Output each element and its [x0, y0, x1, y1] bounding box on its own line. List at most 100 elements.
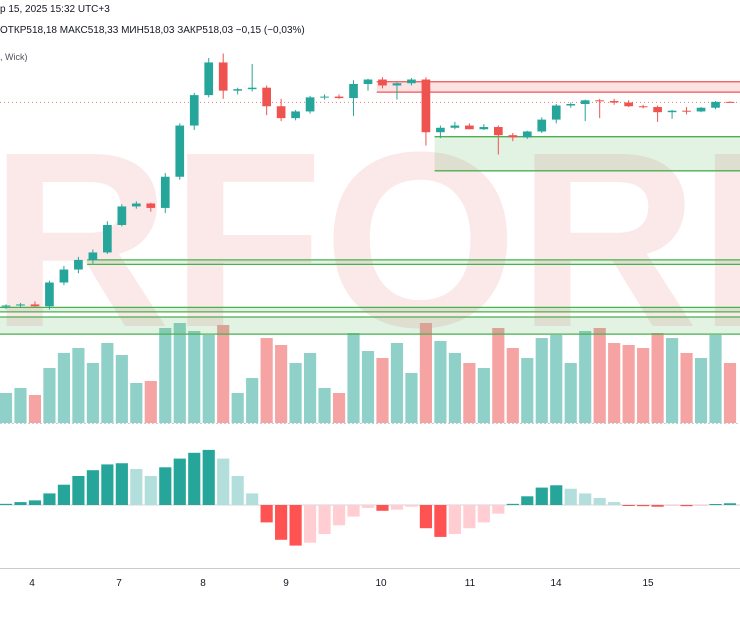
- oscillator-bar: [694, 505, 708, 506]
- candle-body: [45, 282, 54, 307]
- volume-bar: [159, 328, 172, 423]
- oscillator-bar: [275, 505, 288, 540]
- oscillator-bar: [144, 476, 157, 505]
- volume-bar: [130, 383, 143, 423]
- oscillator-bar: [303, 505, 317, 543]
- candle-body: [320, 96, 329, 98]
- oscillator-bar: [188, 452, 201, 505]
- candle-body: [291, 111, 300, 119]
- volume-bar: [303, 353, 317, 423]
- volume-bar: [448, 353, 461, 423]
- ohlc-high-value: 518,33: [87, 25, 119, 36]
- oscillator-bar: [115, 463, 128, 505]
- oscillator-bar: [521, 496, 534, 505]
- oscillator-bar: [318, 505, 331, 534]
- volume-bar: [723, 363, 737, 423]
- x-tick-label: 11: [465, 578, 476, 589]
- oscillator-bar: [289, 505, 302, 546]
- oscillator-bar: [680, 505, 693, 507]
- support-zone: [434, 136, 740, 171]
- candle-body: [624, 102, 633, 107]
- volume-bar: [57, 353, 71, 423]
- volume-bar: [115, 355, 128, 423]
- volume-bar: [0, 393, 13, 423]
- candle-body: [595, 100, 605, 102]
- volume-bar: [593, 328, 606, 423]
- support-zone: [0, 307, 740, 312]
- oscillator-bar: [72, 476, 85, 505]
- candle-body: [175, 125, 185, 177]
- candle-body: [218, 62, 228, 91]
- candle-body: [74, 259, 83, 270]
- candle-body: [436, 127, 445, 133]
- volume-bar: [608, 343, 621, 423]
- volume-bar: [72, 348, 85, 423]
- oscillator-bar: [376, 505, 389, 511]
- volume-bar: [260, 338, 273, 423]
- candle-body: [378, 79, 387, 86]
- volume-bar: [492, 328, 505, 423]
- oscillator-bar: [579, 493, 592, 505]
- oscillator-bar: [159, 467, 172, 505]
- volume-bar: [419, 323, 433, 423]
- volume-bar: [622, 345, 635, 423]
- oscillator-bar: [463, 505, 476, 529]
- candle-body: [407, 79, 416, 84]
- support-zone: [0, 317, 740, 335]
- candle-body: [711, 101, 720, 108]
- oscillator-bar: [622, 505, 635, 506]
- oscillator-bar: [0, 503, 13, 505]
- candle-body: [189, 95, 199, 126]
- oscillator-bar: [173, 458, 186, 505]
- candle-body: [566, 104, 576, 106]
- x-tick-label: 15: [642, 578, 654, 589]
- oscillator-bar: [405, 505, 418, 507]
- volume-bar: [361, 351, 375, 423]
- x-tick-label: 14: [550, 578, 562, 589]
- candle-body: [262, 87, 271, 107]
- oscillator-bar: [651, 505, 664, 507]
- ohlc-close-label: ЗАКР: [177, 25, 203, 36]
- oscillator-bar: [101, 464, 114, 505]
- oscillator-bar: [593, 498, 606, 505]
- volume-bar: [43, 368, 56, 423]
- volume-bar: [564, 363, 577, 423]
- ohlc-open-label: ОТКР: [0, 25, 27, 36]
- candle-body: [131, 203, 141, 207]
- volume-bar: [694, 358, 708, 423]
- volume-bar: [188, 331, 201, 423]
- oscillator-bar: [665, 505, 679, 506]
- oscillator-bar: [492, 505, 505, 514]
- oscillator-bar: [550, 485, 563, 505]
- volume-bar: [506, 348, 519, 423]
- oscillator-bar: [723, 503, 737, 505]
- x-tick-label: 9: [283, 578, 289, 589]
- volume-bar: [665, 338, 679, 423]
- candle-body: [551, 105, 561, 120]
- volume-bar: [390, 343, 404, 423]
- volume-bar: [651, 333, 664, 423]
- candle-body: [103, 225, 112, 253]
- ohlc-open-value: 518,18: [26, 25, 57, 36]
- volume-bar: [14, 388, 27, 423]
- volume-bar: [535, 338, 548, 423]
- volume-bar: [332, 393, 346, 423]
- candle-body: [204, 62, 214, 96]
- candle-body: [580, 100, 590, 105]
- candle-body: [59, 269, 69, 283]
- volume-bar: [680, 353, 693, 423]
- volume-bar: [521, 358, 534, 423]
- volume-bar: [289, 363, 302, 423]
- candle-body: [667, 110, 677, 113]
- support-zone: [87, 259, 740, 265]
- candle-body: [160, 176, 170, 208]
- oscillator-bar: [202, 449, 215, 505]
- ohlc-low-label: МИН: [121, 25, 144, 36]
- volume-bar: [246, 378, 259, 423]
- oscillator-bar: [260, 505, 273, 523]
- volume-pane: [0, 323, 740, 424]
- oscillator-bar: [130, 469, 143, 505]
- candle-body: [537, 119, 547, 132]
- candle-body: [638, 106, 648, 108]
